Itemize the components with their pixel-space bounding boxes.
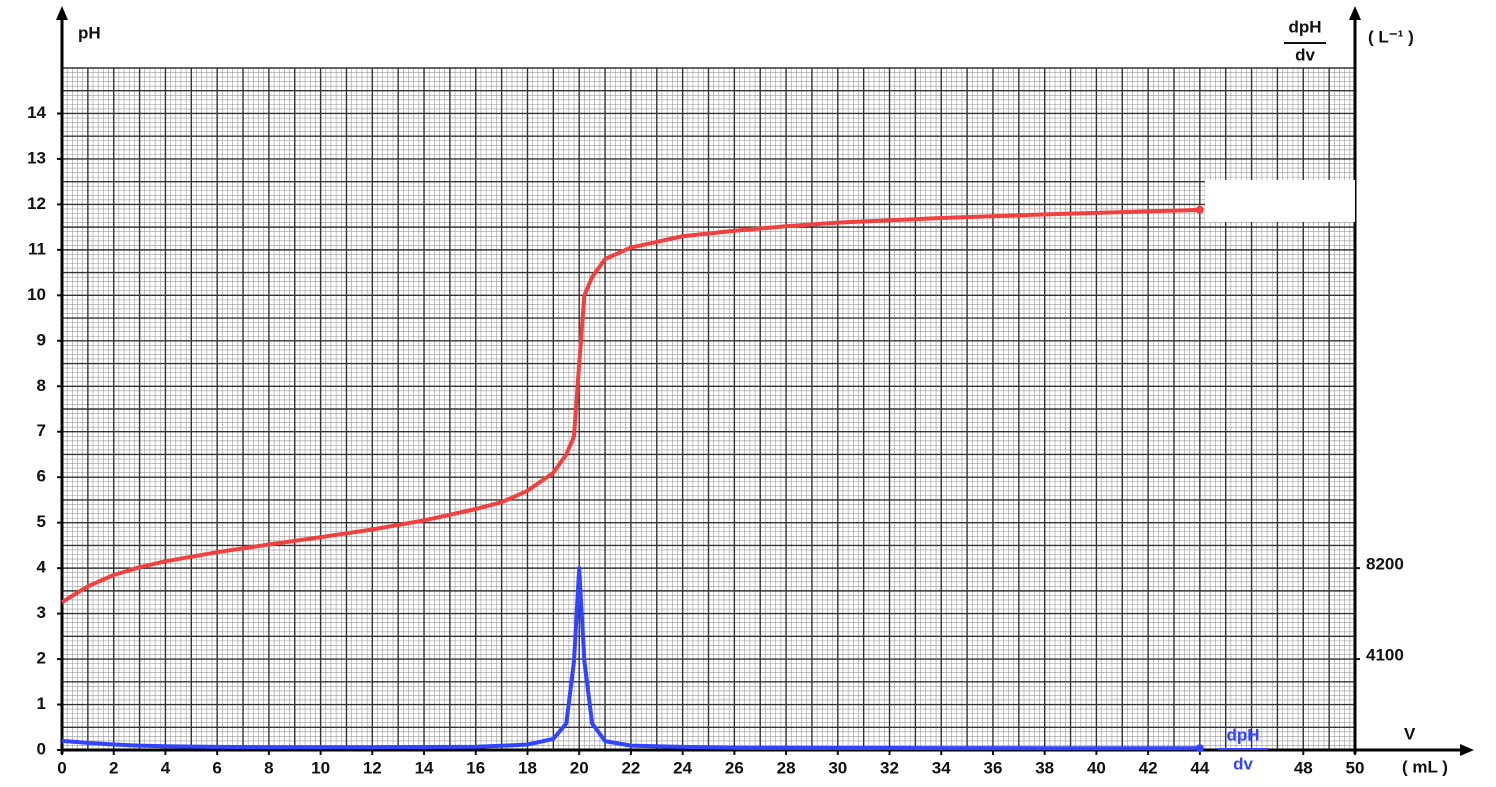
x-tick-label: 34 — [932, 758, 951, 777]
legend-denominator: dv — [1233, 754, 1253, 773]
x-tick-label: 14 — [415, 758, 434, 777]
y-tick-label: 7 — [37, 421, 46, 440]
x-tick-label: 40 — [1087, 758, 1106, 777]
y-tick-label: 5 — [37, 512, 46, 531]
y-tick-label: 2 — [37, 649, 46, 668]
x-tick-label: 50 — [1346, 758, 1365, 777]
y2-label-denominator: dv — [1295, 45, 1315, 64]
x-tick-label: 44 — [1190, 758, 1209, 777]
end-point — [1195, 744, 1204, 753]
x-tick-label: 22 — [621, 758, 640, 777]
major-grid — [61, 67, 1356, 751]
x-tick-label: 26 — [725, 758, 744, 777]
y-axis-label: pH — [78, 23, 101, 42]
x-tick-label: 6 — [212, 758, 221, 777]
x-unit: ( mL ) — [1402, 757, 1448, 776]
x-tick-label: 30 — [828, 758, 847, 777]
legend-entry: dpH dv — [1218, 725, 1268, 773]
y-tick-label: 14 — [27, 103, 46, 122]
x-tick-label: 18 — [518, 758, 537, 777]
y-tick-label: 0 — [37, 739, 46, 758]
x-tick-label: 24 — [673, 758, 692, 777]
x-tick-label: 28 — [777, 758, 796, 777]
x-tick-label: 20 — [570, 758, 589, 777]
x-axis-label: V — [1404, 724, 1416, 743]
y-tick-label: 8 — [37, 376, 46, 395]
y-tick-label: 12 — [27, 194, 46, 213]
y2-axis-arrow — [1349, 6, 1361, 20]
x-axis-arrow — [1460, 744, 1474, 756]
white-box — [765, 0, 1128, 38]
y-tick-label: 6 — [37, 467, 46, 486]
y-tick-label: 11 — [28, 239, 46, 258]
white-box — [1205, 180, 1355, 222]
x-tick-label: 48 — [1294, 758, 1313, 777]
x-tick-label: 42 — [1139, 758, 1158, 777]
x-tick-label: 38 — [1035, 758, 1054, 777]
y-axis-arrow — [56, 6, 68, 20]
y2-tick-label: 4100 — [1366, 646, 1404, 665]
y-tick-label: 1 — [37, 694, 46, 713]
x-tick-label: 2 — [109, 758, 118, 777]
x-tick-label: 32 — [880, 758, 899, 777]
legend-numerator: dpH — [1226, 725, 1259, 744]
y-tick-label: 10 — [27, 285, 46, 304]
x-tick-label: 36 — [983, 758, 1002, 777]
y2-unit: ( L⁻¹ ) — [1368, 27, 1414, 46]
series-line — [60, 207, 1200, 604]
x-tick-label: 16 — [466, 758, 485, 777]
x-tick-label: 12 — [363, 758, 382, 777]
x-tick-label: 10 — [311, 758, 330, 777]
y-tick-label: 13 — [27, 148, 46, 167]
x-tick-label: 4 — [161, 758, 171, 777]
series-line — [61, 566, 1200, 751]
y2-label-numerator: dpH — [1288, 17, 1321, 36]
end-point — [1195, 205, 1204, 214]
x-tick-label: 0 — [57, 758, 66, 777]
y-tick-label: 9 — [37, 330, 46, 349]
y-tick-label: 3 — [37, 603, 46, 622]
y-tick-label: 4 — [37, 558, 47, 577]
cover — [765, 0, 1128, 38]
x-tick-label: 8 — [264, 758, 273, 777]
y2-tick-label: 8200 — [1366, 555, 1404, 574]
